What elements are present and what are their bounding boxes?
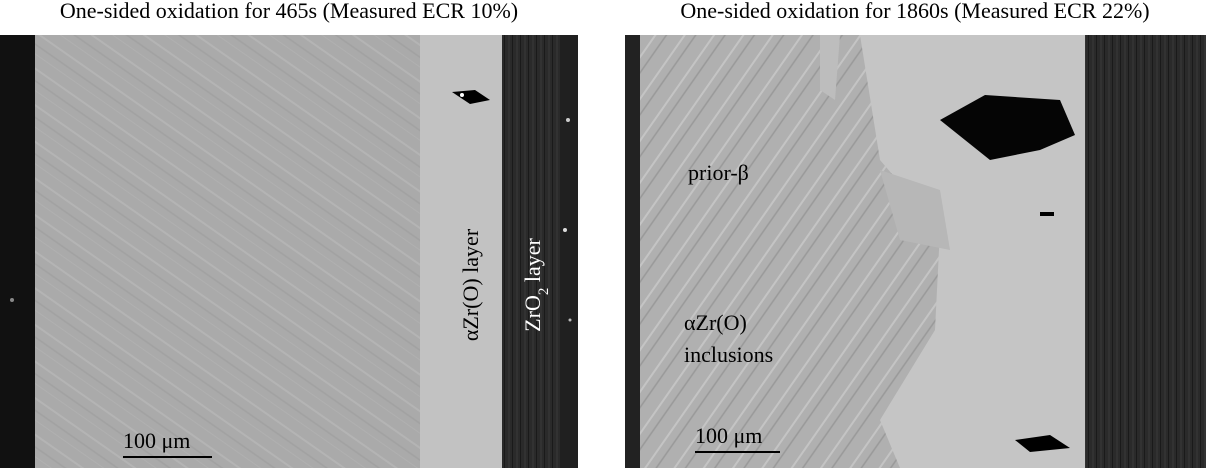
panel-title: One-sided oxidation for 465s (Measured E… — [60, 0, 518, 23]
panel-title: One-sided oxidation for 1860s (Measured … — [680, 0, 1149, 23]
phase-label: prior-β — [688, 160, 749, 185]
scale-bar-label: 100 μm — [695, 423, 762, 448]
layer-label: αZr(O) layer — [458, 228, 483, 341]
micrograph-1 — [0, 35, 578, 468]
phase-label: inclusions — [684, 342, 773, 367]
label-text: ZrO — [520, 295, 545, 332]
figure: One-sided oxidation for 465s (Measured E… — [0, 0, 1206, 468]
label-subscript: 2 — [536, 288, 552, 296]
scale-bar-label: 100 μm — [123, 428, 190, 453]
label-text: layer — [520, 238, 545, 288]
phase-label: αZr(O) — [684, 310, 747, 335]
micrograph-2 — [625, 35, 1206, 468]
